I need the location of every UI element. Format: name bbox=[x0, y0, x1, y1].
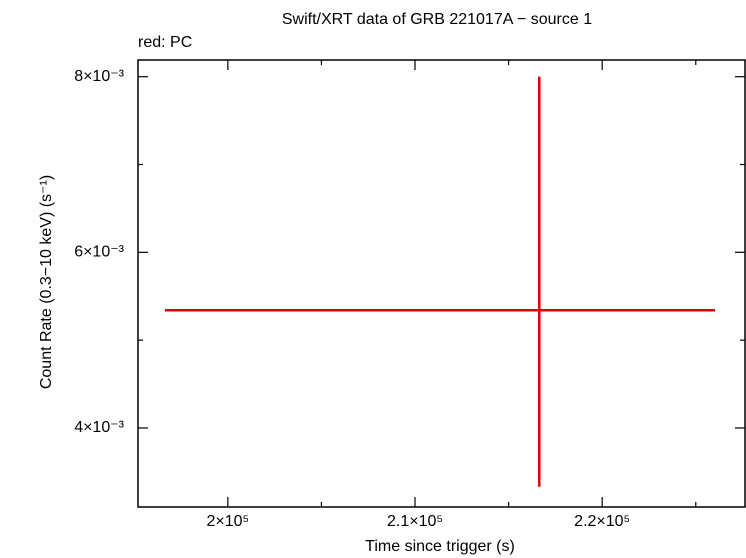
x-tick-label: 2.2×10⁵ bbox=[574, 513, 630, 530]
y-tick-label: 8×10⁻³ bbox=[74, 68, 124, 85]
plot-frame bbox=[137, 59, 746, 508]
x-tick-label: 2.1×10⁵ bbox=[387, 513, 443, 530]
chart-title: Swift/XRT data of GRB 221017A − source 1 bbox=[282, 11, 592, 28]
y-tick-label: 4×10⁻³ bbox=[74, 419, 124, 436]
x-tick-label: 2×10⁵ bbox=[207, 513, 250, 530]
chart-subtitle: red: PC bbox=[138, 34, 192, 51]
y-axis-label: Count Rate (0.3−10 keV) (s⁻¹) bbox=[38, 175, 55, 389]
y-tick-label: 6×10⁻³ bbox=[74, 244, 124, 261]
x-axis-label: Time since trigger (s) bbox=[365, 538, 515, 555]
